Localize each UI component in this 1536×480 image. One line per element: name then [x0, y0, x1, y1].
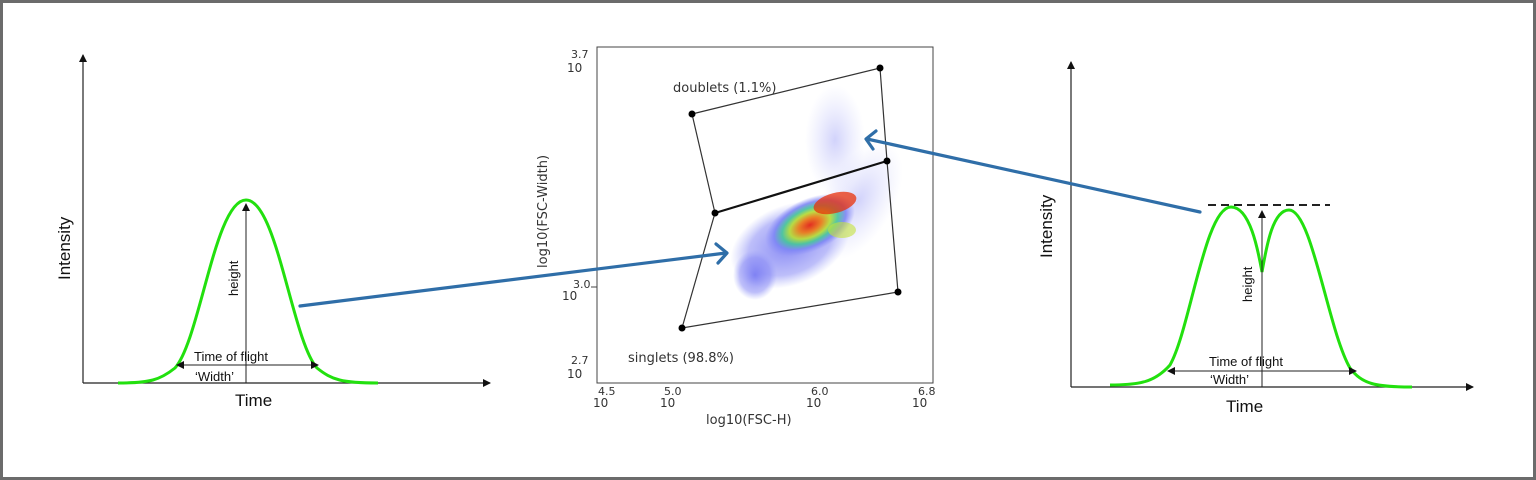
svg-text:3.7: 3.7 [571, 48, 589, 61]
left-width-label: ‘Width’ [195, 369, 234, 384]
svg-text:10: 10 [806, 396, 821, 410]
svg-text:10: 10 [593, 396, 608, 410]
svg-text:10: 10 [567, 367, 582, 381]
svg-text:10: 10 [660, 396, 675, 410]
svg-text:10: 10 [562, 289, 577, 303]
left-single-peak-curve [117, 198, 379, 385]
left-x-label: Time [235, 391, 272, 410]
scatter-x-ticks: 10 4.5 10 5.0 10 6.0 10 6.8 [593, 385, 936, 410]
left-y-label: Intensity [55, 216, 74, 280]
scatter-density-cloud [730, 85, 903, 300]
left-height-label: height [226, 260, 241, 296]
right-height-label: height [1240, 266, 1255, 302]
svg-text:5.0: 5.0 [664, 385, 682, 398]
svg-text:2.7: 2.7 [571, 354, 589, 367]
svg-text:3.0: 3.0 [573, 278, 591, 291]
svg-text:4.5: 4.5 [598, 385, 616, 398]
svg-text:6.0: 6.0 [811, 385, 829, 398]
svg-text:10: 10 [567, 61, 582, 75]
right-tof-label: Time of flight [1209, 354, 1283, 369]
scatter-panel: doublets (1.1%) singlets (98.8%) 10 3.7 … [536, 46, 936, 428]
scatter-x-title: log10(FSC-H) [706, 413, 792, 428]
left-tof-label: Time of flight [194, 349, 268, 364]
right-y-label: Intensity [1037, 194, 1056, 258]
scatter-y-ticks: 10 3.7 10 3.0 10 2.7 [562, 48, 597, 381]
right-x-label: Time [1226, 397, 1263, 416]
gate-vertices[interactable] [678, 64, 902, 332]
right-width-label: ‘Width’ [1210, 372, 1249, 387]
gate-boundary [714, 159, 888, 215]
left-panel: Intensity Time height Time of flight ‘Wi… [55, 54, 491, 410]
doublets-label: doublets (1.1%) [673, 81, 776, 96]
connector-arrows [298, 129, 1202, 308]
doublet-arrow-icon [864, 129, 1202, 214]
scatter-y-title: log10(FSC-Width) [536, 155, 551, 268]
svg-text:6.8: 6.8 [918, 385, 936, 398]
singlet-arrow-icon [298, 242, 729, 308]
singlets-label: singlets (98.8%) [628, 351, 734, 366]
svg-text:10: 10 [912, 396, 927, 410]
right-panel: Intensity Time height Time of flight ‘Wi… [1037, 61, 1474, 416]
